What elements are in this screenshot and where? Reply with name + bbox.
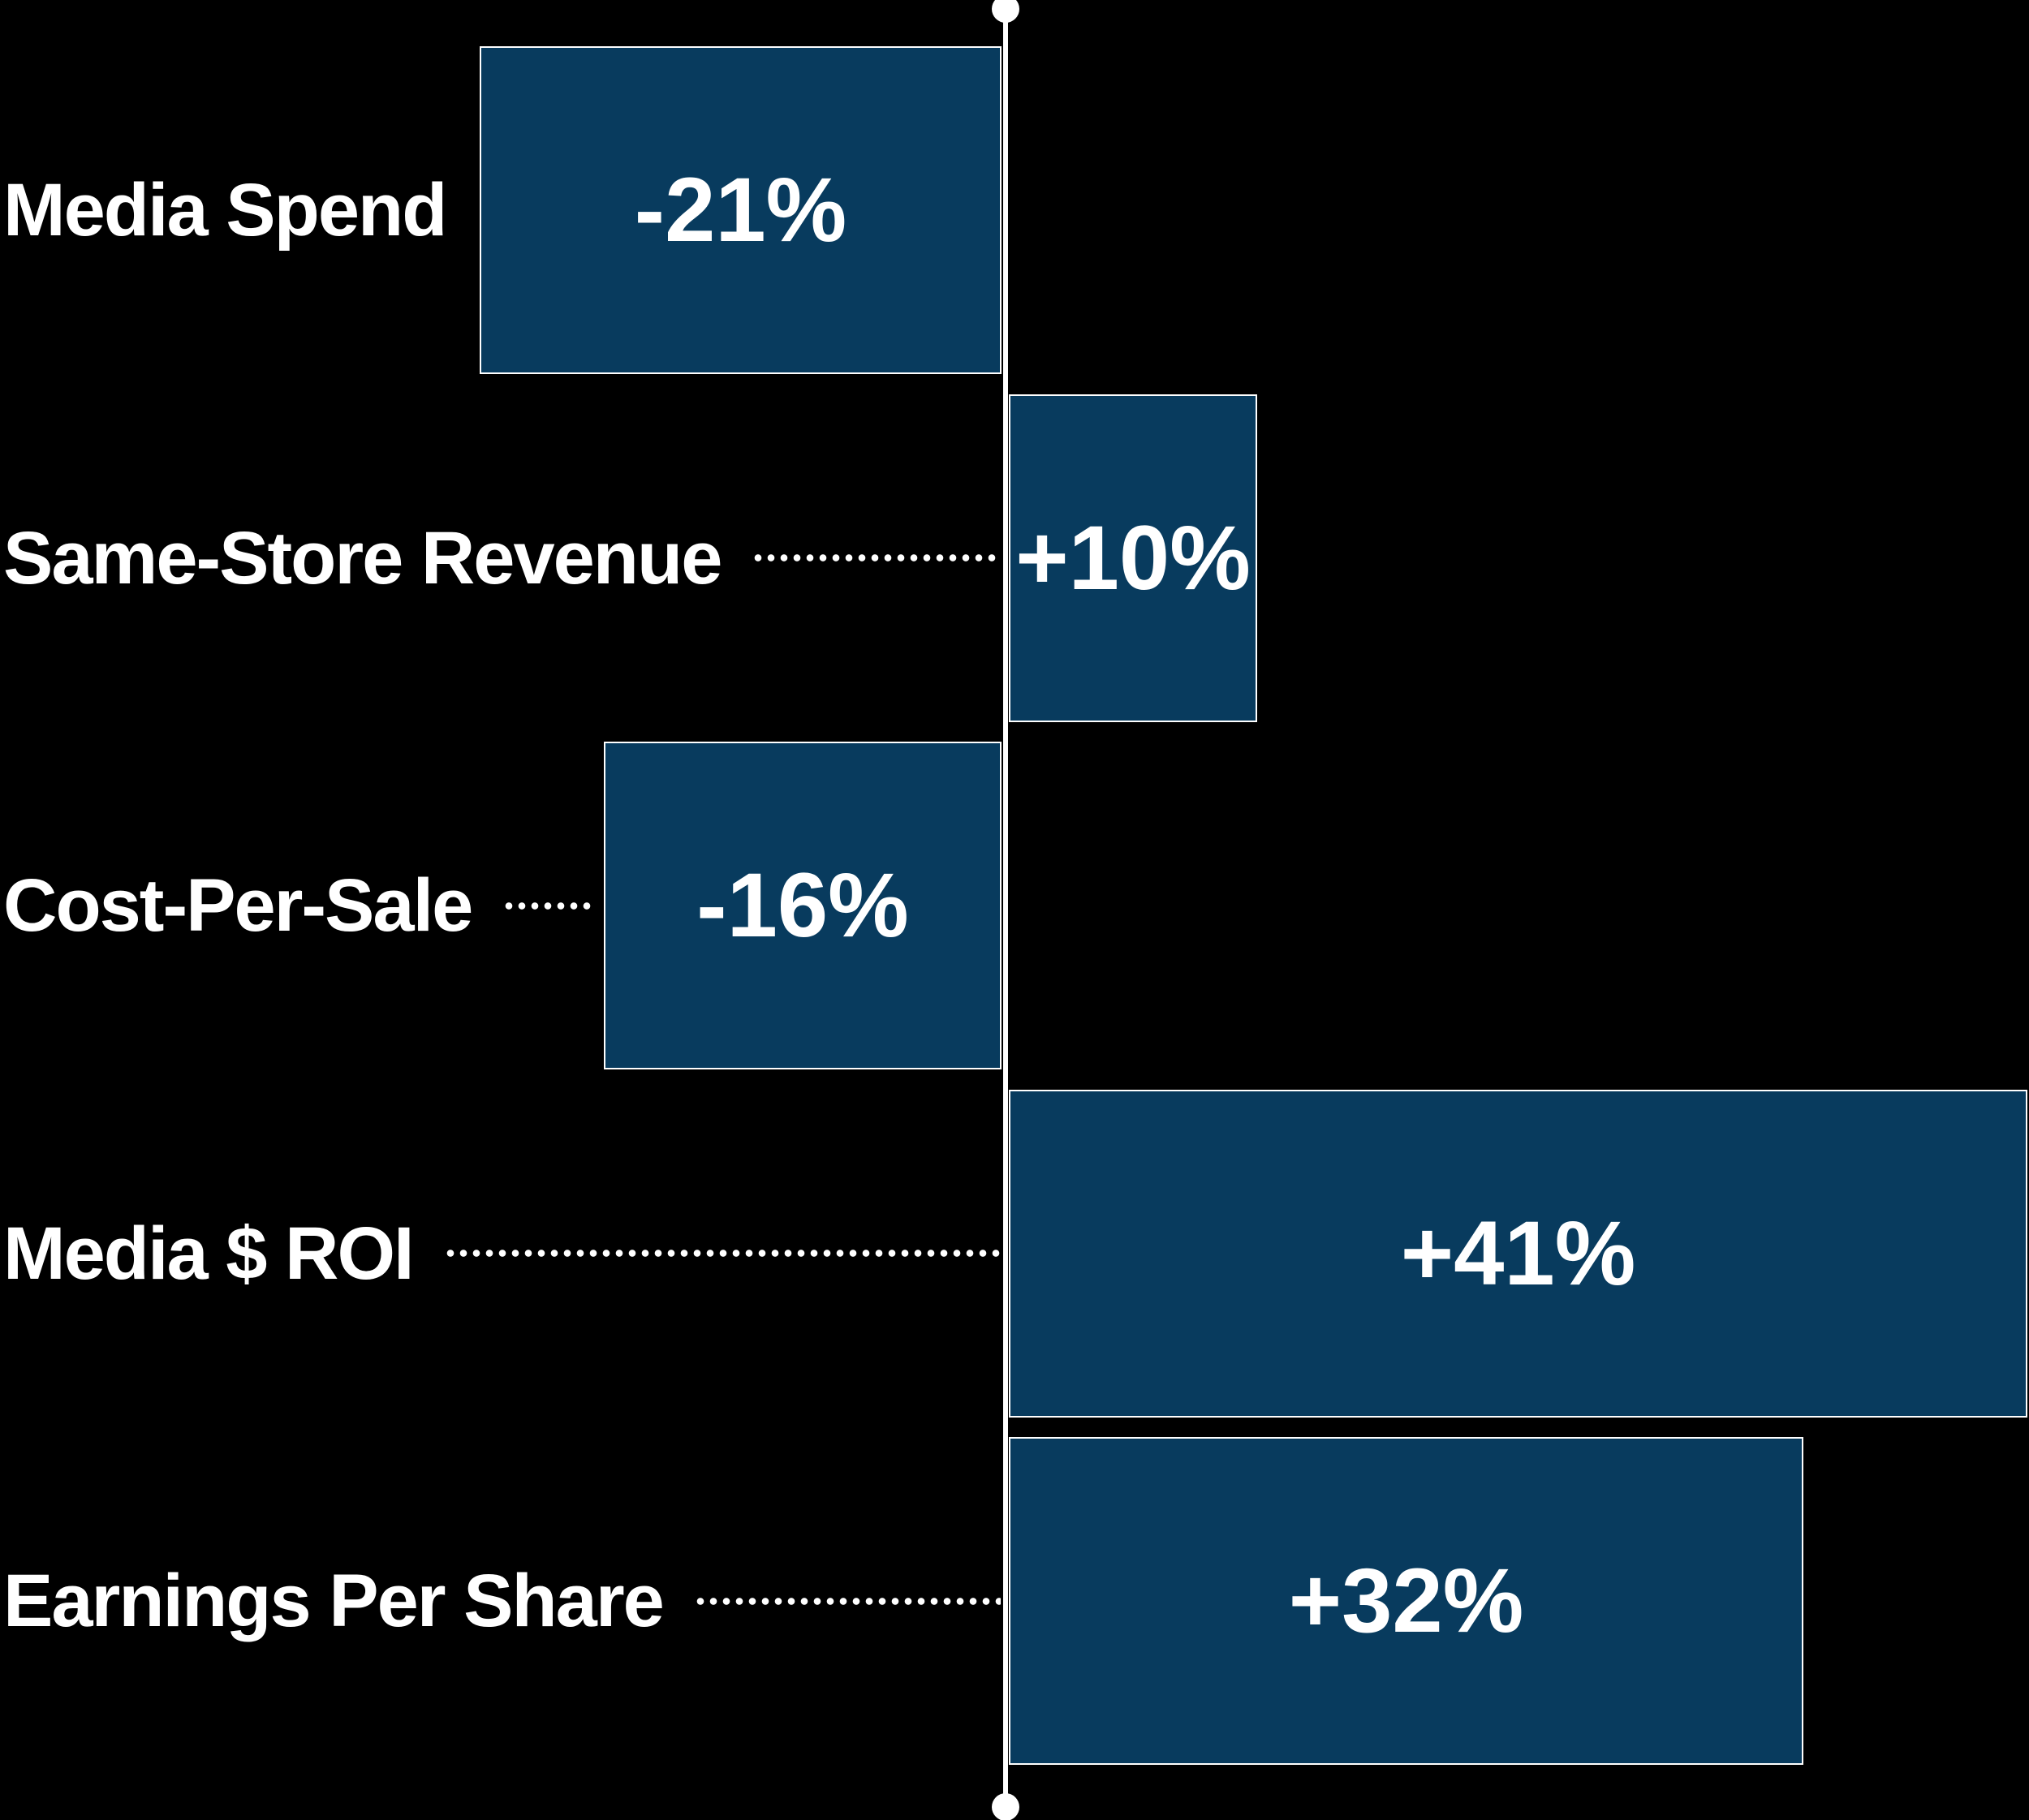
bar-value-label: -16%	[696, 854, 909, 957]
category-label: Earnings Per Share	[3, 1560, 665, 1643]
leader-dotted-line	[502, 901, 596, 910]
leader-dotted-line	[443, 1249, 1001, 1258]
category-label-row: Earnings Per Share	[3, 1552, 1006, 1650]
positive-bar-2: +10%	[1009, 394, 1257, 722]
negative-bar-1: -21%	[480, 46, 1002, 374]
category-label-row: Media Spend	[3, 161, 476, 259]
category-label: Media Spend	[3, 169, 447, 252]
category-label-row: Media $ ROI	[3, 1205, 1006, 1302]
axis-bottom-circle	[992, 1793, 1019, 1820]
bar-value-label: +10%	[1015, 506, 1251, 609]
category-label: Same-Store Revenue	[3, 516, 722, 600]
category-label-row: Cost-Per-Sale	[3, 857, 601, 954]
category-label-row: Same-Store Revenue	[3, 510, 1006, 607]
bar-value-label: +32%	[1288, 1550, 1524, 1652]
leader-dotted-line	[752, 553, 1001, 562]
category-label: Cost-Per-Sale	[3, 864, 473, 948]
positive-bar-5: +32%	[1009, 1437, 1803, 1766]
bar-value-label: +41%	[1400, 1202, 1636, 1304]
axis-top-circle	[992, 0, 1019, 23]
bar-value-label: -21%	[634, 159, 847, 260]
negative-bar-3: -16%	[604, 742, 1002, 1070]
leader-dotted-line	[693, 1597, 1001, 1606]
zero-axis-line	[1003, 9, 1008, 1807]
category-label: Media $ ROI	[3, 1211, 415, 1295]
positive-bar-4: +41%	[1009, 1089, 2027, 1418]
